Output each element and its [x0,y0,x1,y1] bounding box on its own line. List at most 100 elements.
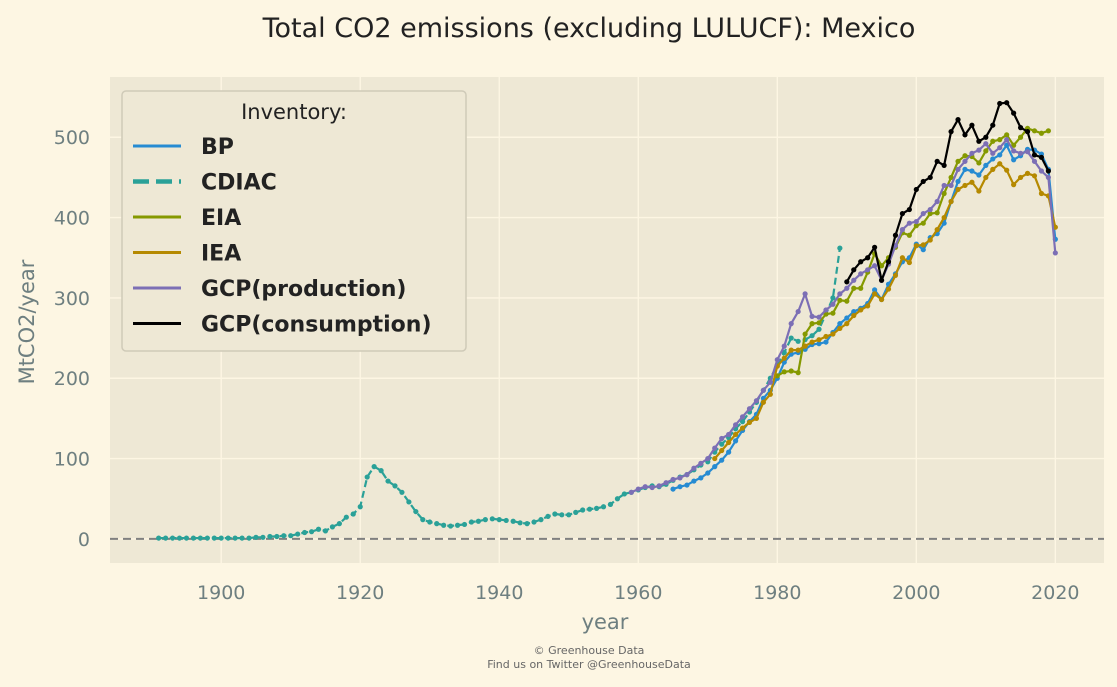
data-point [844,321,850,327]
data-point [774,357,780,363]
series-gcp-production- [628,137,1058,495]
y-tick-label: 300 [54,288,90,310]
data-point [830,310,836,316]
data-point [1024,129,1031,135]
data-point [851,285,857,291]
data-point [969,179,975,185]
data-point [1011,142,1017,148]
data-point [872,244,878,250]
data-point [156,535,162,541]
data-point [531,519,537,525]
data-point [288,533,294,539]
data-point [899,227,906,233]
data-point [441,522,447,528]
data-point [955,166,961,172]
data-point [684,472,690,478]
data-point [1031,128,1038,134]
x-tick-label: 1960 [614,582,662,604]
data-point [837,297,843,303]
data-point [1024,149,1031,155]
data-point [885,286,892,292]
data-point [712,455,718,462]
data-point [802,343,808,349]
data-point [413,508,419,515]
data-point [781,343,787,349]
data-point [712,445,718,451]
data-point [204,535,210,541]
data-point [830,301,836,307]
data-point [239,535,245,541]
data-point [1011,157,1017,163]
data-point [489,516,495,522]
data-point [1045,174,1051,181]
data-point [920,220,926,226]
data-point [927,174,933,181]
data-point [677,484,683,490]
data-point [468,519,475,525]
data-point [705,455,711,462]
data-point [913,186,919,193]
data-point [767,391,773,397]
data-point [858,271,864,277]
data-point [461,521,468,528]
data-point [858,285,864,291]
data-point [858,307,864,313]
data-point [781,369,787,375]
legend-label: GCP(consumption) [201,313,432,338]
data-point [739,414,746,420]
data-point [976,147,982,153]
data-point [920,242,926,248]
data-point [719,441,725,447]
data-point [503,517,509,524]
data-point [753,398,760,404]
data-point [183,535,190,541]
data-point [976,138,982,144]
data-point [913,243,919,249]
data-point [802,331,808,337]
data-point [941,214,947,221]
y-tick-label: 100 [54,449,90,471]
data-point [475,518,482,524]
x-tick-labels: 1900 1920 1940 1960 1980 2000 2020 [197,582,1079,604]
data-point [941,162,947,168]
data-point [788,347,794,353]
legend-label: IEA [201,242,241,267]
data-point [663,480,669,486]
data-point [906,259,912,266]
data-point [865,267,871,273]
data-point [962,182,968,189]
legend-label: CDIAC [201,171,277,196]
data-point [190,535,197,541]
data-point [795,347,801,353]
data-point [1031,173,1038,179]
data-point [684,482,690,488]
data-point [816,341,822,347]
data-point [719,457,725,463]
data-point [1052,250,1058,256]
data-point [1024,170,1031,176]
data-point [851,277,857,283]
series-gcp-consumption- [844,100,1051,285]
data-point [823,333,829,340]
legend-title: Inventory: [241,100,347,124]
data-point [197,535,203,541]
data-point [573,509,579,515]
data-point [726,431,732,438]
data-point [607,501,614,507]
data-point [427,519,433,525]
data-point [635,486,641,492]
data-point [878,296,885,303]
data-point [642,484,648,490]
data-point [1017,150,1024,156]
data-point [322,528,329,534]
data-point [406,499,412,505]
data-point [732,431,739,438]
data-point [448,523,454,529]
data-point [795,370,801,376]
data-point [329,524,336,530]
y-tick-label: 200 [54,368,90,390]
data-point [913,223,919,229]
data-point [1038,168,1045,174]
data-point [767,379,773,385]
data-point [816,320,822,326]
